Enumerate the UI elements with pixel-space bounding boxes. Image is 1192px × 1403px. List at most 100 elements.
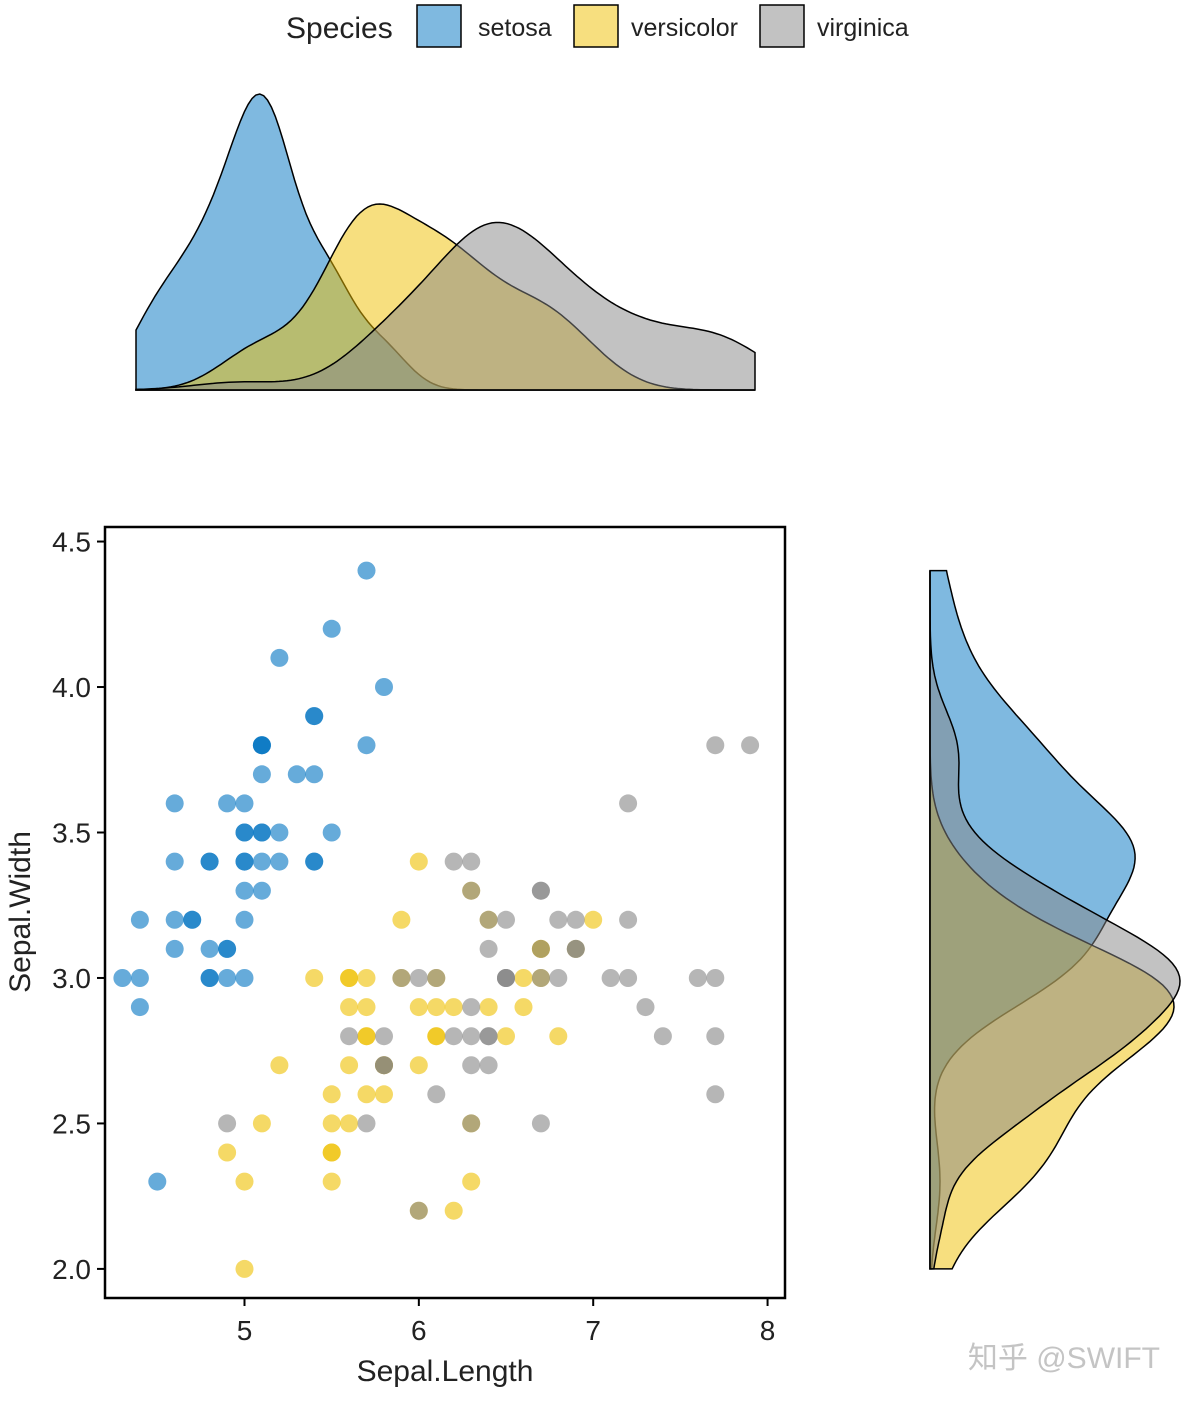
point-virginica	[479, 939, 498, 958]
point-versicolor	[235, 1259, 254, 1278]
point-setosa	[252, 823, 271, 842]
main-scatter-plot: 5 6 7 8 2.0 2.5 3.0 3.5 4.0 4.5 Sepal.Length Sep…	[4, 525, 787, 1388]
top-density-plot	[135, 93, 756, 391]
y-tick-label: 2.5	[52, 1108, 91, 1139]
point-virginica	[619, 794, 638, 813]
point-setosa	[235, 881, 254, 900]
point-virginica	[444, 852, 463, 871]
y-tick-label: 2.0	[52, 1254, 91, 1285]
point-setosa	[165, 852, 184, 871]
legend-swatch-virginica	[759, 4, 805, 48]
point-setosa	[235, 794, 254, 813]
point-setosa	[183, 910, 202, 929]
y-tick-label: 4.0	[52, 672, 91, 703]
point-versicolor	[322, 1143, 341, 1162]
legend-swatch-setosa	[416, 4, 462, 48]
point-setosa	[235, 969, 254, 987]
point-setosa	[165, 939, 184, 958]
point-virginica	[619, 969, 638, 987]
point-versicolor	[427, 1027, 446, 1046]
point-virginica	[566, 939, 585, 958]
point-virginica	[340, 1027, 359, 1046]
point-versicolor	[235, 1172, 254, 1191]
top-density-virginica	[135, 221, 756, 391]
point-virginica	[706, 969, 725, 987]
plot-panel-border	[103, 525, 787, 1300]
point-virginica	[688, 969, 707, 987]
point-versicolor	[340, 1056, 359, 1075]
point-versicolor	[549, 1027, 568, 1046]
data-points	[113, 561, 760, 1278]
point-virginica	[706, 1085, 725, 1104]
point-virginica	[479, 910, 498, 929]
x-axis-ticks: 5 6 7 8	[237, 1298, 776, 1346]
point-virginica	[462, 1056, 481, 1075]
point-virginica	[706, 736, 725, 755]
point-versicolor	[584, 910, 603, 929]
point-versicolor	[392, 910, 411, 929]
point-versicolor	[444, 998, 463, 1017]
point-virginica	[409, 969, 428, 987]
point-setosa	[130, 910, 149, 929]
point-setosa	[218, 794, 237, 813]
point-virginica	[462, 852, 481, 871]
point-setosa	[218, 969, 237, 987]
point-setosa	[235, 910, 254, 929]
point-setosa	[130, 998, 149, 1017]
x-tick-label: 8	[760, 1315, 776, 1346]
point-virginica	[531, 881, 550, 900]
point-setosa	[270, 648, 289, 667]
right-density-plot	[929, 569, 1181, 1270]
point-versicolor	[497, 1027, 515, 1046]
point-setosa	[252, 852, 271, 871]
point-virginica	[392, 969, 411, 987]
point-setosa	[130, 969, 149, 987]
point-versicolor	[409, 998, 428, 1017]
point-virginica	[531, 969, 550, 987]
point-virginica	[462, 1114, 481, 1133]
point-virginica	[601, 969, 620, 987]
point-setosa	[322, 619, 341, 638]
point-versicolor	[427, 998, 446, 1017]
y-tick-label: 3.0	[52, 963, 91, 994]
point-versicolor	[357, 969, 376, 987]
point-versicolor	[218, 1143, 237, 1162]
point-setosa	[287, 765, 306, 784]
point-virginica	[619, 910, 638, 929]
point-versicolor	[270, 1056, 289, 1075]
point-setosa	[148, 1172, 167, 1191]
legend-swatch-versicolor	[573, 4, 619, 48]
point-setosa	[375, 678, 393, 696]
point-virginica	[497, 910, 515, 929]
legend-label-versicolor: versicolor	[631, 14, 738, 42]
point-virginica	[462, 881, 481, 900]
point-setosa	[305, 852, 324, 871]
point-setosa	[218, 939, 237, 958]
point-virginica	[636, 998, 655, 1017]
point-setosa	[252, 736, 271, 755]
y-axis-ticks: 2.0 2.5 3.0 3.5 4.0 4.5	[52, 527, 105, 1285]
point-versicolor	[514, 969, 533, 987]
point-virginica	[444, 1027, 463, 1046]
point-versicolor	[322, 1114, 341, 1133]
point-virginica	[549, 910, 568, 929]
point-virginica	[462, 998, 481, 1017]
point-setosa	[270, 823, 289, 842]
point-virginica	[741, 736, 760, 755]
point-virginica	[566, 910, 585, 929]
point-virginica	[218, 1114, 237, 1133]
point-setosa	[200, 852, 219, 871]
point-setosa	[270, 852, 289, 871]
point-virginica	[427, 969, 446, 987]
point-setosa	[200, 969, 219, 987]
y-axis-label: Sepal.Width	[4, 831, 37, 993]
right-density-virginica	[929, 570, 1181, 1270]
point-versicolor	[322, 1085, 341, 1104]
point-setosa	[305, 707, 324, 726]
point-versicolor	[357, 998, 376, 1017]
point-virginica	[375, 1056, 393, 1075]
point-virginica	[549, 969, 568, 987]
point-versicolor	[305, 969, 324, 987]
point-setosa	[200, 939, 219, 958]
point-setosa	[235, 852, 254, 871]
